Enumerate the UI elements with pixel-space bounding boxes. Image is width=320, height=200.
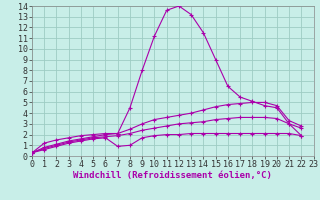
X-axis label: Windchill (Refroidissement éolien,°C): Windchill (Refroidissement éolien,°C) [73, 171, 272, 180]
